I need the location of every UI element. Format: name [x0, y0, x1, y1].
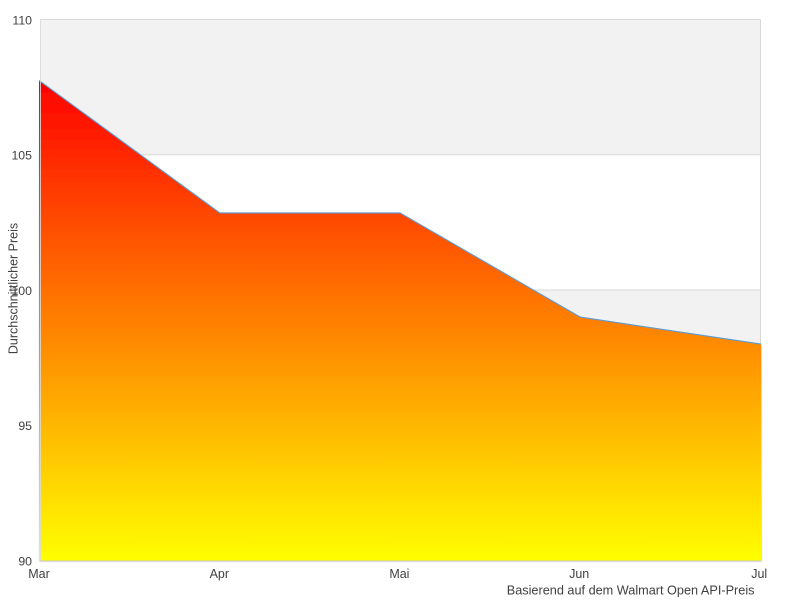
svg-text:Jun: Jun	[569, 567, 589, 581]
svg-text:Jul: Jul	[751, 567, 767, 581]
svg-text:105: 105	[11, 149, 32, 163]
svg-text:90: 90	[18, 554, 32, 568]
svg-text:100: 100	[11, 284, 32, 298]
svg-text:Mar: Mar	[28, 567, 50, 581]
svg-text:Apr: Apr	[210, 567, 229, 581]
svg-text:Mai: Mai	[389, 567, 409, 581]
svg-text:Basierend auf dem Walmart Open: Basierend auf dem Walmart Open API-Preis	[507, 583, 755, 597]
svg-text:110: 110	[12, 13, 32, 27]
svg-text:95: 95	[18, 419, 32, 433]
svg-text:Durchschnittlicher Preis: Durchschnittlicher Preis	[6, 223, 20, 354]
